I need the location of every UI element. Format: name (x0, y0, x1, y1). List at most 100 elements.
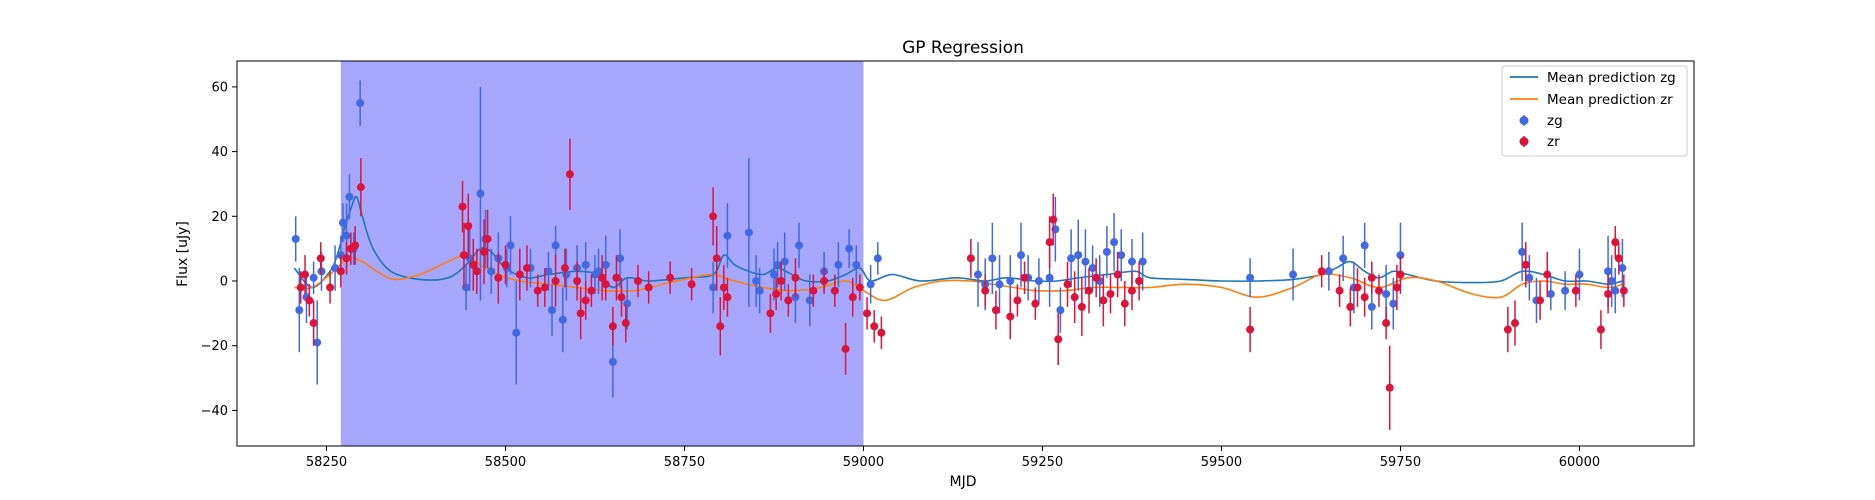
data-point (1054, 313, 1063, 366)
data-point (1518, 222, 1527, 281)
data-point (1360, 222, 1369, 269)
data-point (621, 303, 630, 343)
data-point (1092, 258, 1101, 298)
data-point (295, 268, 304, 353)
data-point (617, 277, 626, 317)
data-point (1135, 261, 1144, 301)
data-point (755, 268, 764, 314)
data-point (506, 216, 515, 275)
data-point (820, 268, 829, 294)
x-tick-label: 58750 (664, 455, 705, 470)
data-point (581, 242, 590, 288)
data-point (1006, 293, 1015, 340)
data-point (544, 251, 553, 291)
data-point (356, 80, 365, 126)
data-point (565, 138, 574, 210)
data-point (608, 306, 617, 346)
x-axis: 58250 58500 58750 59000 59250 59500 59750 60000 (306, 446, 1600, 470)
data-point (487, 248, 496, 294)
data-point (1511, 300, 1520, 346)
data-point (464, 193, 473, 259)
data-point (809, 274, 818, 307)
data-point (863, 297, 872, 330)
data-point (1546, 277, 1555, 311)
data-point (601, 268, 610, 301)
legend-label-zr-points: zr (1547, 134, 1560, 150)
data-point (1113, 251, 1122, 298)
y-tick-label: 40 (211, 145, 228, 160)
data-point (981, 274, 990, 307)
data-point (1503, 306, 1512, 353)
data-point (834, 242, 843, 288)
data-point (1339, 235, 1348, 281)
data-point (576, 287, 585, 340)
legend-label-zg-points: zg (1547, 113, 1563, 129)
data-point (1360, 277, 1369, 317)
data-point (1525, 255, 1534, 301)
data-point (351, 226, 360, 265)
data-point (848, 277, 857, 317)
data-point (296, 271, 305, 304)
y-tick-label: 0 (220, 275, 228, 290)
data-point (1382, 306, 1391, 340)
data-point (870, 310, 879, 343)
data-point (1543, 251, 1552, 298)
x-tick-label: 59250 (1022, 455, 1063, 470)
data-point (1120, 281, 1129, 327)
data-point (1099, 274, 1108, 327)
data-point (1392, 264, 1401, 311)
x-tick-label: 58500 (485, 455, 526, 470)
data-point (852, 245, 861, 285)
data-point (581, 281, 590, 320)
data-point (598, 255, 607, 301)
legend: Mean prediction zg Mean prediction zr zg… (1501, 65, 1688, 157)
data-point (494, 251, 503, 304)
data-point (342, 242, 351, 275)
data-point (877, 316, 886, 349)
data-point (309, 300, 318, 346)
x-tick-label: 59000 (843, 455, 884, 470)
data-point (515, 248, 524, 301)
series-points-zg (291, 80, 1627, 398)
chart-title: GP Regression (902, 38, 1024, 58)
data-point (1346, 287, 1355, 327)
data-point (855, 274, 864, 301)
data-point (326, 271, 335, 304)
data-point (560, 248, 569, 288)
data-point (587, 274, 596, 307)
data-point (472, 248, 481, 294)
data-point (1110, 213, 1119, 272)
y-axis-label: Flux [uJy] (175, 221, 191, 287)
data-point (784, 284, 793, 317)
data-point (805, 274, 814, 327)
shaded-region (340, 61, 864, 446)
data-point (1070, 271, 1079, 324)
data-point (795, 222, 804, 269)
data-point (766, 293, 775, 333)
data-point (1571, 274, 1580, 307)
data-point (1374, 274, 1383, 307)
data-point (1596, 310, 1605, 349)
data-point (1013, 284, 1022, 317)
data-point (709, 261, 718, 314)
data-point (1246, 258, 1255, 298)
y-tick-label: −40 (201, 404, 228, 419)
series-points-zr (296, 138, 1628, 430)
data-point (1607, 255, 1616, 307)
data-point (772, 277, 781, 311)
data-point (1604, 274, 1613, 314)
data-point (1289, 248, 1298, 301)
plot-frame (236, 60, 1695, 447)
data-point (1102, 226, 1111, 278)
data-point (501, 245, 510, 285)
data-point (1561, 271, 1570, 311)
data-point (1614, 242, 1623, 275)
y-tick-label: 20 (211, 210, 228, 225)
data-point (1117, 229, 1126, 281)
data-point (1611, 268, 1620, 314)
data-point (1335, 274, 1344, 307)
data-point (995, 255, 1004, 314)
data-point (1074, 219, 1083, 291)
data-point (1536, 281, 1545, 320)
data-point (1521, 242, 1530, 288)
